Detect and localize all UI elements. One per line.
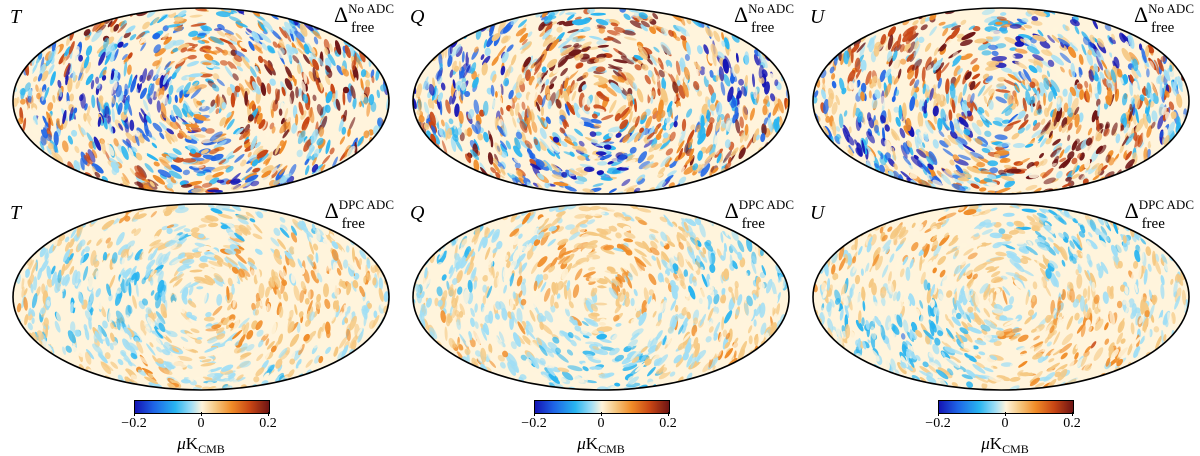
colorbar-tick-label-min: −0.2	[925, 416, 950, 432]
colorbar-t: −0.2 0 0.2 μKCMB	[134, 400, 284, 454]
delta-symbol: Δ	[325, 198, 339, 223]
colorbar-tick-label-zero: 0	[598, 416, 605, 432]
colorbar-q: −0.2 0 0.2 μKCMB	[534, 400, 684, 454]
tag-subscript: free	[1142, 217, 1165, 232]
tag-subscript: free	[1151, 21, 1174, 36]
delta-symbol: Δ	[725, 198, 739, 223]
mollweide-map-t-dpc-adc	[4, 198, 398, 394]
colorbar-tick-label-min: −0.2	[521, 416, 546, 432]
tag-subscript: free	[742, 217, 765, 232]
delta-symbol: Δ	[334, 2, 348, 27]
delta-symbol: Δ	[734, 2, 748, 27]
colorbar-tick-label-max: 0.2	[659, 416, 677, 432]
tag-subscript: free	[351, 21, 374, 36]
map-noise-layer	[804, 198, 1198, 394]
map-noise-layer	[4, 2, 398, 198]
stokes-label-t: T	[10, 202, 21, 225]
tag-subscript: free	[751, 21, 774, 36]
colorbar-u: −0.2 0 0.2 μKCMB	[938, 400, 1088, 454]
mollweide-map-q-no-adc	[404, 2, 798, 198]
mollweide-map-u-no-adc	[804, 2, 1198, 198]
colorbar-gradient	[534, 400, 670, 414]
map-noise-layer	[404, 198, 798, 394]
colorbar-tick-label-zero: 0	[198, 416, 205, 432]
stokes-label-q: Q	[410, 202, 424, 225]
mollweide-map-q-dpc-adc	[404, 198, 798, 394]
colorbar-unit: μKCMB	[981, 434, 1029, 454]
stokes-label-q: Q	[410, 6, 424, 29]
mollweide-map-t-no-adc	[4, 2, 398, 198]
colorbar-tick-label-max: 0.2	[1063, 416, 1081, 432]
tag-superscript: DPC ADC	[739, 197, 794, 212]
tag-superscript: DPC ADC	[1139, 197, 1194, 212]
stokes-label-u: U	[810, 6, 824, 29]
mollweide-map-u-dpc-adc	[804, 198, 1198, 394]
colorbar-tick-label-zero: 0	[1002, 416, 1009, 432]
tag-subscript: free	[342, 217, 365, 232]
map-noise-layer	[404, 2, 798, 198]
delta-symbol: Δ	[1125, 198, 1139, 223]
colorbar-tick-label-min: −0.2	[121, 416, 146, 432]
tag-superscript: No ADC	[748, 1, 794, 16]
colorbar-gradient	[134, 400, 270, 414]
tag-superscript: No ADC	[348, 1, 394, 16]
colorbar-tick-label-max: 0.2	[259, 416, 277, 432]
tag-superscript: DPC ADC	[339, 197, 394, 212]
delta-symbol: Δ	[1134, 2, 1148, 27]
tag-superscript: No ADC	[1148, 1, 1194, 16]
colorbar-unit: μKCMB	[177, 434, 225, 454]
map-noise-layer	[4, 198, 398, 394]
map-noise-layer	[804, 2, 1198, 198]
stokes-label-u: U	[810, 202, 824, 225]
stokes-label-t: T	[10, 6, 21, 29]
colorbar-gradient	[938, 400, 1074, 414]
colorbar-unit: μKCMB	[577, 434, 625, 454]
